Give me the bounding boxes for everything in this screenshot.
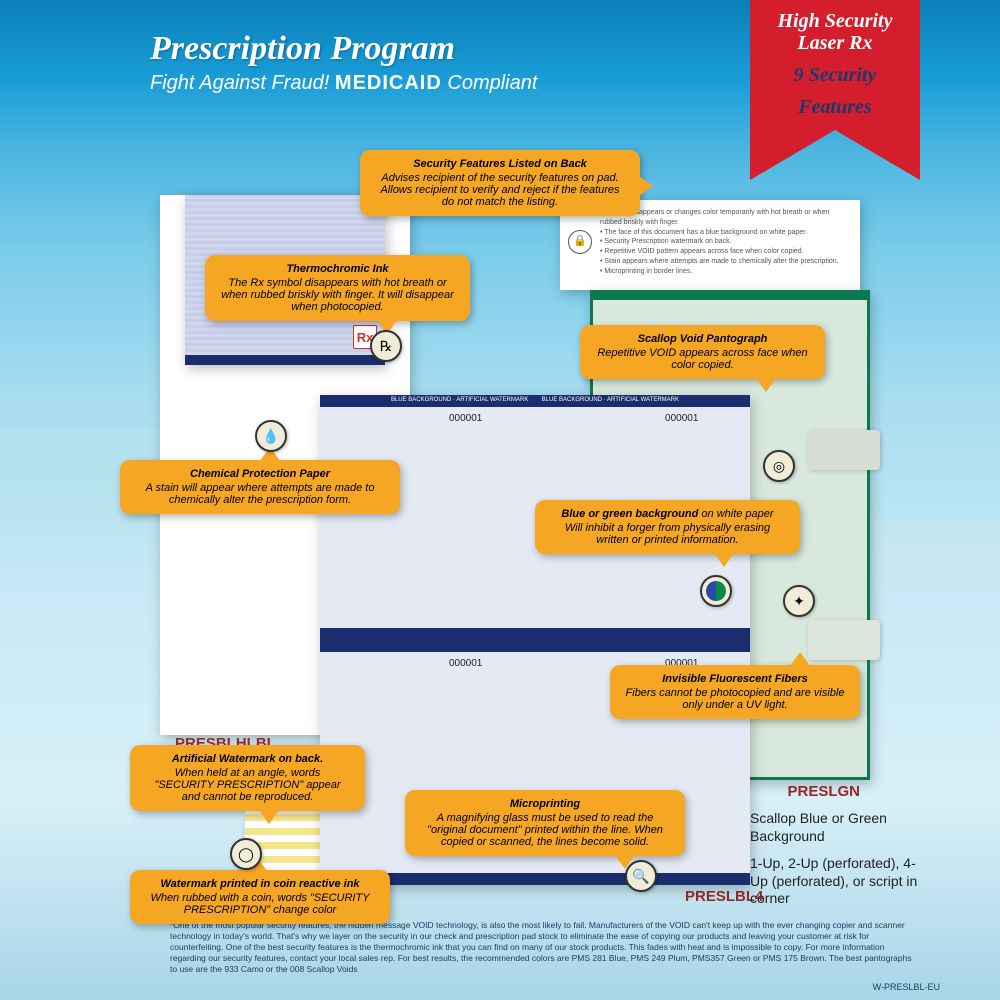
page-title: Prescription Program [150,30,537,68]
sku-green: PRESLGN [787,783,860,800]
header: Prescription Program Fight Against Fraud… [150,30,537,95]
mid-header-text: BLUE BACKGROUND · ARTIFICIAL WATERMARK B… [320,397,750,403]
subtitle-em: Fight Against Fraud! [150,72,329,94]
callout-security-back: Security Features Listed on Back Advises… [360,150,640,216]
page-subtitle: Fight Against Fraud! MEDICAID Compliant [150,72,537,95]
fiber-icon: ✦ [783,585,815,617]
callout-background: Blue or green background on white paper … [535,500,800,554]
serial-2: 000001 [665,413,698,424]
ribbon-line2: Laser Rx [758,32,912,54]
doc-code: W-PRESLBL-EU [873,982,940,992]
callout-microprinting: Microprinting A magnifying glass must be… [405,790,685,856]
footnote: *One of the most popular security featur… [170,920,920,975]
serial-3: 000001 [449,658,482,669]
callout-watermark: Artificial Watermark on back. When held … [130,745,365,811]
drop-icon: 💧 [255,420,287,452]
sample-fiber-zoom [808,620,880,660]
ribbon-line3: 9 Security [758,64,912,86]
options-list: Scallop Blue or Green Background 1-Up, 2… [730,810,920,918]
sample-void-zoom [808,430,880,470]
option-2: 1-Up, 2-Up (perforated), 4-Up (perforate… [750,855,920,908]
callout-coin: Watermark printed in coin reactive ink W… [130,870,390,924]
coin-icon: ◯ [230,838,262,870]
rx-icon: ℞ [370,330,402,362]
ribbon-line4: Features [758,96,912,118]
lock-icon: 🔒 [568,230,592,254]
option-1: Scallop Blue or Green Background [750,810,920,845]
callout-chemical: Chemical Protection Paper A stain will a… [120,460,400,514]
camera-icon: ◎ [763,450,795,482]
callout-scallop: Scallop Void Pantograph Repetitive VOID … [580,325,825,379]
callout-thermochromic: Thermochromic Ink The Rx symbol disappea… [205,255,470,321]
subtitle-end: Compliant [447,72,537,94]
callout-fibers: Invisible Fluorescent Fibers Fibers cann… [610,665,860,719]
security-ribbon: High Security Laser Rx 9 Security Featur… [750,0,920,180]
ribbon-line1: High Security [758,10,912,32]
subtitle-strong: MEDICAID [335,72,442,94]
magnify-icon: 🔍 [625,860,657,892]
bluegreen-icon [700,575,732,607]
serial-1: 000001 [449,413,482,424]
